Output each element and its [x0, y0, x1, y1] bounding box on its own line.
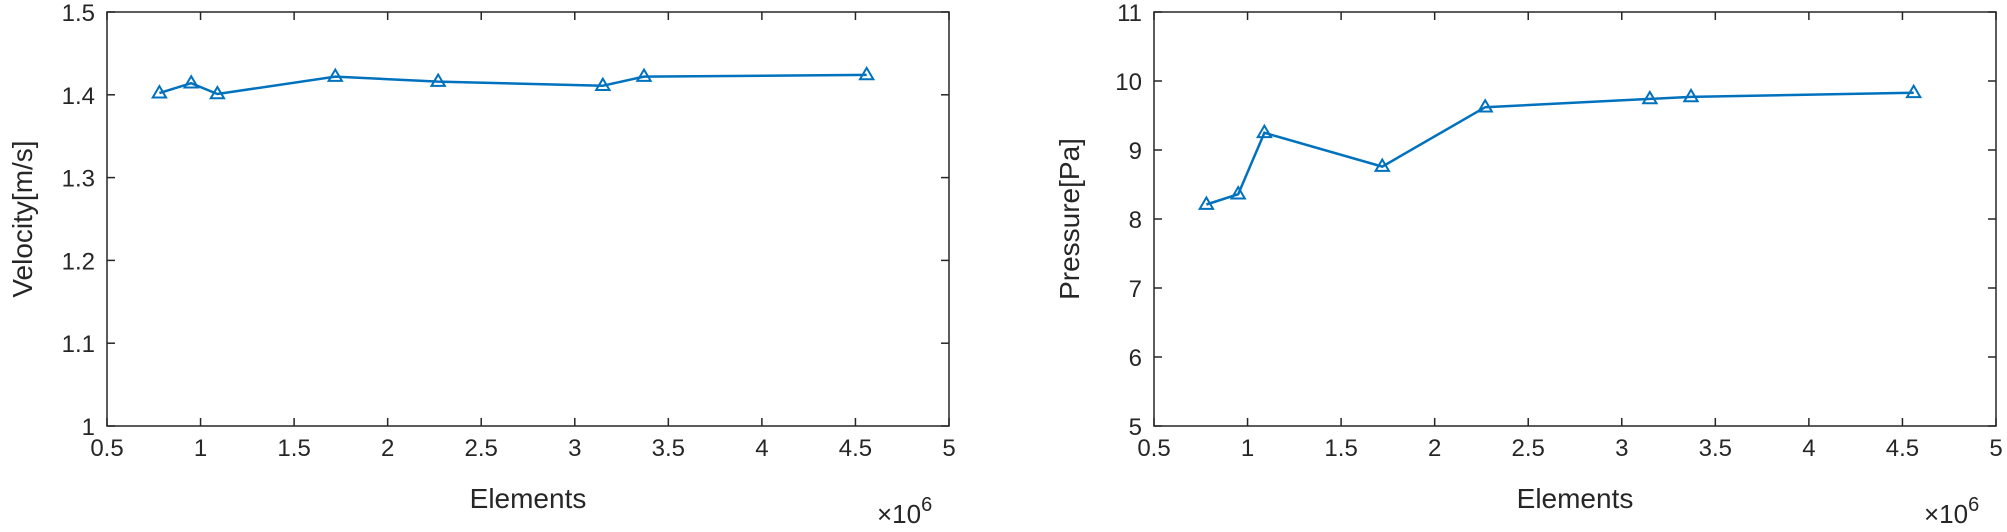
x-multiplier-label: ×106 — [877, 494, 932, 529]
data-point-marker — [1476, 98, 1494, 113]
x-tick-label: 2.5 — [465, 435, 498, 462]
x-tick-label: 4.5 — [839, 435, 872, 462]
x-tick-label: 0.5 — [90, 435, 123, 462]
data-point-marker — [1255, 123, 1273, 139]
data-point-marker — [1373, 157, 1391, 172]
x-axis-label: Elements — [1517, 483, 1634, 514]
data-point-marker — [1229, 185, 1247, 200]
x-multiplier-base: ×10 — [877, 499, 921, 529]
y-tick-label: 1.1 — [62, 331, 95, 358]
plot-frame — [106, 11, 950, 427]
data-point-marker — [1905, 83, 1923, 99]
y-axis-label: Velocity[m/s] — [7, 140, 38, 297]
y-tick-label: 8 — [1129, 207, 1142, 234]
x-tick-label: 5 — [942, 435, 955, 462]
x-tick-label: 1 — [194, 435, 207, 462]
data-point-marker — [1641, 89, 1659, 105]
y-tick-label: 1.5 — [62, 0, 95, 27]
x-tick-label: 1 — [1241, 435, 1254, 462]
data-point-marker — [182, 74, 200, 89]
x-tick-label: 2 — [381, 435, 394, 462]
x-tick-label: 4 — [755, 435, 768, 462]
x-tick-label: 5 — [1989, 435, 2002, 462]
x-multiplier-base: ×10 — [1924, 499, 1968, 529]
y-tick-label: 1.3 — [62, 166, 95, 193]
x-tick-label: 3.5 — [652, 435, 685, 462]
x-tick-label: 4.5 — [1886, 435, 1919, 462]
x-tick-label: 4 — [1802, 435, 1815, 462]
x-multiplier-exponent: 6 — [921, 494, 932, 516]
x-tick-label: 3.5 — [1699, 435, 1732, 462]
data-point-marker — [208, 84, 226, 100]
data-point-marker — [326, 67, 344, 82]
y-tick-label: 11 — [1117, 0, 1142, 27]
data-point-marker — [1197, 195, 1215, 210]
x-multiplier-label: ×106 — [1924, 494, 1979, 529]
x-tick-label: 2.5 — [1512, 435, 1545, 462]
data-point-marker — [594, 76, 612, 92]
y-tick-label: 5 — [1129, 414, 1142, 441]
data-point-marker — [858, 65, 876, 81]
x-tick-label: 3 — [1615, 435, 1628, 462]
data-point-marker — [635, 67, 653, 82]
y-tick-label: 1.4 — [62, 83, 95, 110]
x-tick-label: 1.5 — [1324, 435, 1357, 462]
x-tick-label: 0.5 — [1137, 435, 1170, 462]
y-axis-label: Pressure[Pa] — [1054, 138, 1085, 300]
y-tick-label: 10 — [1115, 69, 1142, 96]
x-axis-label: Elements — [470, 483, 587, 514]
data-point-marker — [1682, 87, 1700, 103]
series-line — [1206, 91, 1914, 206]
y-tick-label: 1.2 — [62, 248, 95, 275]
x-multiplier-exponent: 6 — [1968, 494, 1979, 516]
chart-1: 0.5 1 1.5 2 2.5 3 3.5 4 4.5 511.11.21.31.41.5Elem… — [7, 0, 956, 529]
y-tick-label: 9 — [1129, 138, 1142, 165]
x-tick-label: 3 — [568, 435, 581, 462]
y-tick-label: 7 — [1129, 276, 1142, 303]
data-point-marker — [150, 84, 168, 99]
y-tick-label: 1 — [82, 414, 95, 441]
y-tick-label: 6 — [1129, 345, 1142, 372]
data-point-marker — [429, 72, 447, 87]
plot-frame — [1153, 11, 1997, 427]
chart-2: 0.5 1 1.5 2 2.5 3 3.5 4 4.5 5 5 6 7 8 9 10 11 Elements Pre… — [1054, 0, 2003, 529]
x-tick-label: 1.5 — [277, 435, 310, 462]
x-tick-label: 2 — [1428, 435, 1441, 462]
